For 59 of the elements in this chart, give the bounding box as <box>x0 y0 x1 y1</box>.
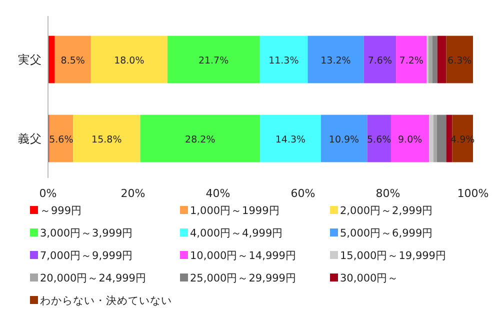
bar <box>73 114 140 162</box>
bar <box>320 114 368 162</box>
bar <box>48 36 55 84</box>
legend-label: 10,000円～14,999円 <box>190 250 296 262</box>
legend-label: 5,000円～6,999円 <box>340 228 434 240</box>
bar <box>396 36 427 84</box>
bar <box>437 36 446 84</box>
bar <box>260 114 321 162</box>
bar <box>260 36 308 84</box>
bar <box>436 114 446 162</box>
bar <box>446 114 452 162</box>
bar <box>367 114 391 162</box>
bar <box>54 36 91 84</box>
legend-label: 15,000円～19,999円 <box>340 250 446 262</box>
legend-label: ～999円 <box>40 205 82 217</box>
bar <box>167 36 260 84</box>
bar <box>390 114 430 162</box>
x-tick-label: 20% <box>120 187 146 200</box>
legend-label: 7,000円～9,999円 <box>40 250 134 262</box>
legend-label: 20,000円～24,999円 <box>40 272 146 284</box>
x-tick-label: 100% <box>457 187 489 200</box>
legend-label: 2,000円～2,999円 <box>340 205 434 217</box>
bar <box>49 114 74 162</box>
bar <box>140 114 260 162</box>
data-label: 11.3% <box>268 56 299 66</box>
x-tick-label: 40% <box>206 187 230 200</box>
x-tick-label: 60% <box>290 187 316 200</box>
legend-label: 30,000円～ <box>340 272 399 284</box>
data-label: 8.5% <box>60 56 85 66</box>
y-tick-label: 義父 <box>18 132 42 146</box>
data-label: 7.2% <box>399 56 424 66</box>
data-label: 5.6% <box>49 134 74 146</box>
bar <box>432 36 438 84</box>
data-label: 14.3% <box>275 134 306 146</box>
legend-label: 25,000円～29,999円 <box>190 272 296 284</box>
data-label: 28.2% <box>185 134 216 146</box>
data-label: 21.7% <box>198 56 229 66</box>
data-label: 18.0% <box>114 56 144 66</box>
bar <box>446 36 473 84</box>
bar <box>429 114 434 162</box>
y-tick-label: 実父 <box>18 52 42 66</box>
legend-label: 3,000円～3,999円 <box>40 228 134 240</box>
legend-label: 1,000円～1999円 <box>190 205 280 217</box>
data-label: 6.3% <box>448 56 472 66</box>
bar <box>433 114 437 162</box>
bar <box>364 36 396 84</box>
data-label: 13.2% <box>320 56 351 66</box>
data-label: 15.8% <box>92 134 122 146</box>
bar <box>308 36 364 84</box>
data-label: 9.0% <box>398 134 422 146</box>
x-tick-label: 80% <box>376 187 400 200</box>
x-tick-label: 0% <box>39 187 57 200</box>
legend-label: 4,000円～4,999円 <box>190 228 284 240</box>
data-label: 5.6% <box>367 134 392 146</box>
bar <box>90 36 168 84</box>
legend-label: わからない・決めていない <box>40 294 172 307</box>
bar <box>428 36 432 84</box>
data-label: 10.9% <box>328 134 360 146</box>
data-label: 7.6% <box>368 56 392 66</box>
